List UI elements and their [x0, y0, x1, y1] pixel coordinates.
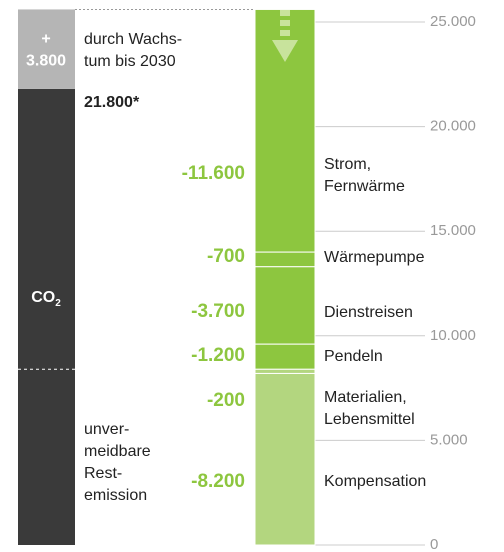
residual-text: meidbare [84, 443, 151, 460]
growth-label: + [41, 30, 50, 47]
category-label: Lebensmittel [324, 411, 415, 428]
residual-text: unver- [84, 421, 129, 438]
co2-text: CO [31, 289, 55, 306]
category-label: Kompensation [324, 473, 426, 490]
value-label: -11.600 [182, 163, 245, 184]
value-label: -3.700 [191, 301, 245, 322]
category-label: Materialien, [324, 389, 407, 406]
co2-label: CO2 [31, 289, 61, 308]
base-bar [18, 88, 75, 545]
y-tick-label: 5.000 [430, 431, 468, 448]
segment [254, 251, 316, 268]
residual-text: emission [84, 487, 147, 504]
y-tick-label: 25.000 [430, 13, 476, 30]
y-tick-label: 0 [430, 536, 438, 552]
growth-text: tum bis 2030 [84, 53, 176, 70]
y-tick-label: 20.000 [430, 118, 476, 135]
growth-bar [18, 9, 75, 89]
y-tick-label: 10.000 [430, 327, 476, 344]
segment [254, 368, 316, 374]
value-label: -200 [207, 390, 245, 411]
category-label: Wärmepumpe [324, 249, 425, 266]
segment [254, 266, 316, 345]
growth-label: 3.800 [26, 52, 66, 69]
category-label: Fernwärme [324, 178, 405, 195]
category-label: Pendeln [324, 348, 383, 365]
residual-text: Rest- [84, 465, 122, 482]
category-label: Dienstreisen [324, 304, 413, 321]
category-label: Strom, [324, 156, 371, 173]
value-label: -1.200 [191, 345, 245, 366]
arrow-icon [272, 10, 298, 62]
value-label: -700 [207, 246, 245, 267]
co2-sub: 2 [55, 298, 61, 309]
growth-text: durch Wachs- [84, 31, 182, 48]
base-label: 21.800* [84, 94, 140, 111]
value-label: -8.200 [191, 471, 245, 492]
y-tick-label: 15.000 [430, 222, 476, 239]
segment [254, 372, 316, 546]
segment [254, 343, 316, 370]
